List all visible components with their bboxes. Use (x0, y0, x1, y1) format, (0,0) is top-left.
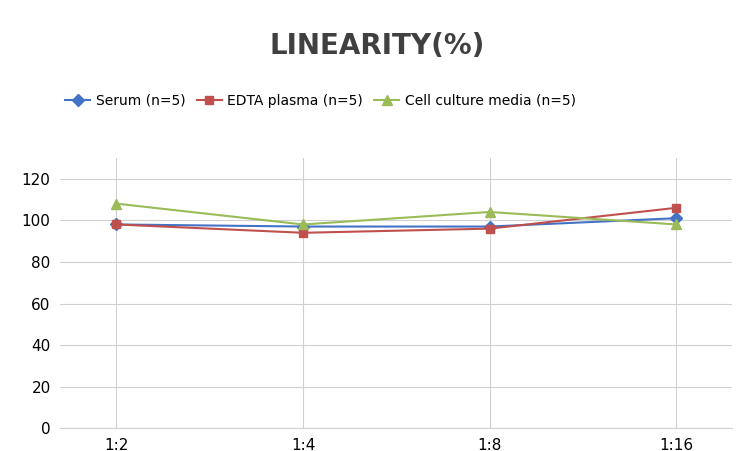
Text: LINEARITY(%): LINEARITY(%) (270, 32, 485, 60)
Legend: Serum (n=5), EDTA plasma (n=5), Cell culture media (n=5): Serum (n=5), EDTA plasma (n=5), Cell cul… (60, 88, 581, 113)
